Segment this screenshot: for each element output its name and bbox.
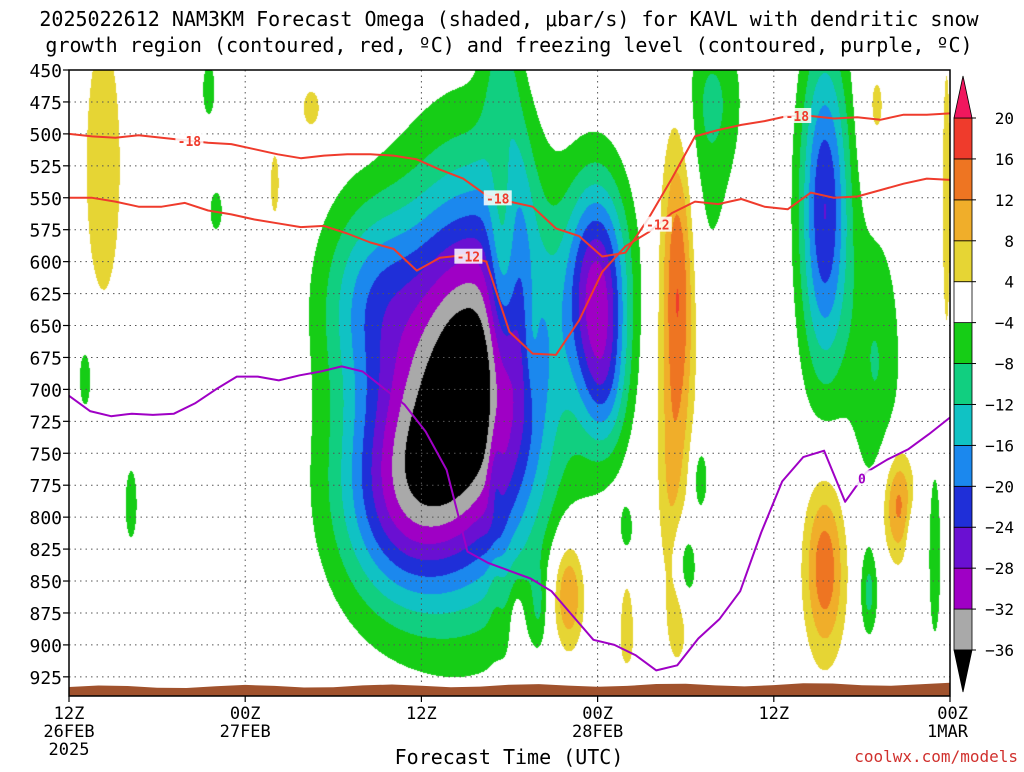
x-tick-label: 2025 — [49, 740, 90, 760]
y-tick-label: 600 — [29, 253, 62, 274]
y-tick-label: 900 — [29, 636, 62, 657]
omega-heatmap — [69, 70, 950, 696]
terrain-strip — [69, 682, 950, 696]
y-tick-label: 775 — [29, 476, 62, 497]
y-tick-label: 750 — [29, 444, 62, 465]
y-tick-label: 550 — [29, 189, 62, 210]
colorbar-segment — [953, 117, 973, 160]
colorbar-top-triangle — [953, 75, 973, 119]
contour-label: -18 — [486, 192, 510, 207]
y-tick-label: 500 — [29, 125, 62, 146]
y-tick-label: 700 — [29, 380, 62, 401]
y-tick-label: 800 — [29, 508, 62, 529]
colorbar-label: −12 — [985, 395, 1014, 414]
colorbar-segment — [953, 322, 973, 364]
colorbar-label: 20 — [995, 109, 1014, 128]
x-tick-label: 12Z — [758, 704, 789, 724]
x-tick-label: 00Z — [582, 704, 613, 724]
contour-label: -12 — [457, 251, 480, 266]
colorbar-segment — [953, 567, 973, 610]
x-tick-label: 28FEB — [572, 722, 623, 742]
y-tick-label: 725 — [29, 412, 62, 433]
x-tick-label: 12Z — [406, 704, 437, 724]
colorbar-segment — [953, 444, 973, 487]
colorbar-segment — [953, 404, 973, 446]
x-tick-label: 27FEB — [220, 722, 271, 742]
colorbar-label: −36 — [985, 641, 1014, 660]
colorbar-label: −32 — [985, 600, 1014, 619]
colorbar-segment — [953, 281, 973, 324]
y-tick-label: 625 — [29, 285, 62, 306]
x-tick-label: 00Z — [937, 704, 968, 724]
x-tick-label: 00Z — [230, 704, 261, 724]
colorbar-label: 8 — [1004, 232, 1014, 251]
plot-area: -18 -18 -12 -12 -18 0 — [69, 70, 950, 696]
x-tick-label: 12Z — [54, 704, 85, 724]
plot-frame — [68, 69, 951, 697]
x-axis-label: Forecast Time (UTC) — [395, 745, 624, 768]
chart-title-line2: growth region (contoured, red, ºC) and f… — [45, 33, 972, 57]
y-tick-label: 675 — [29, 348, 62, 369]
y-tick-label: 525 — [29, 157, 62, 178]
contour-label: -12 — [646, 219, 669, 234]
chart-title-line1: 2025022612 NAM3KM Forecast Omega (shaded… — [39, 7, 979, 31]
contour-line-2 — [69, 365, 950, 672]
colorbar-segment — [953, 608, 973, 651]
colorbar-label: −24 — [985, 518, 1014, 537]
colorbar-label: 16 — [995, 150, 1014, 169]
contour-label: 0 — [858, 472, 866, 487]
colorbar-label: −8 — [995, 355, 1014, 374]
contour-line-1 — [69, 177, 950, 356]
y-tick-label: 925 — [29, 668, 62, 689]
x-tick-label: 26FEB — [43, 722, 94, 742]
colorbar-label: −28 — [985, 559, 1014, 578]
colorbar-segment — [953, 363, 973, 405]
y-tick-label: 575 — [29, 221, 62, 242]
colorbar-segment — [953, 199, 973, 242]
colorbar-segment — [953, 240, 973, 283]
colorbar-label: 12 — [995, 191, 1014, 210]
y-tick-label: 650 — [29, 317, 62, 338]
colorbar-segment — [953, 158, 973, 201]
temperature-contours: -18 -18 -12 -12 -18 0 — [69, 107, 950, 672]
y-tick-label: 450 — [29, 61, 62, 82]
colorbar-bottom-triangle — [953, 649, 973, 693]
colorbar-label: −4 — [995, 314, 1014, 333]
y-axis-ticks: 450 475 500 525 550 575 600 625 650 675 700 725 750 7… — [29, 61, 69, 689]
y-tick-label: 875 — [29, 604, 62, 625]
y-tick-label: 475 — [29, 93, 62, 114]
contour-label: -18 — [786, 110, 810, 125]
colorbar: 20 16 12 8 4 −4 −8 −12 −16 −20 −24 −28 −32 −36 — [953, 75, 1014, 693]
colorbar-segment — [953, 485, 973, 528]
credit-text: coolwx.com/models — [854, 747, 1018, 766]
colorbar-label: −20 — [985, 477, 1014, 496]
colorbar-label: −16 — [985, 436, 1014, 455]
colorbar-label: 4 — [1004, 273, 1014, 292]
y-tick-label: 825 — [29, 540, 62, 561]
y-tick-label: 850 — [29, 572, 62, 593]
x-tick-label: 1MAR — [927, 722, 969, 742]
colorbar-segment — [953, 526, 973, 569]
contour-label: -18 — [178, 135, 202, 150]
